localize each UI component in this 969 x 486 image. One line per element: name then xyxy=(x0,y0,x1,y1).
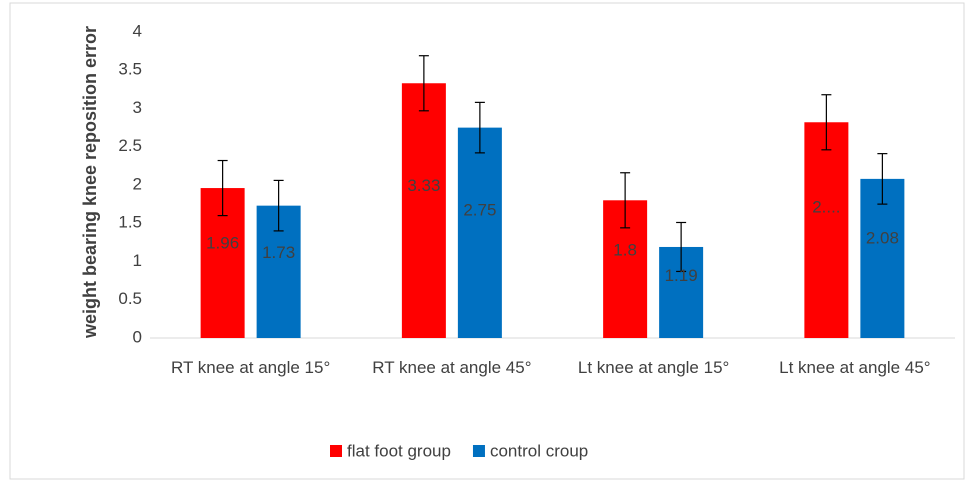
error-bar xyxy=(273,179,284,232)
bar xyxy=(804,122,849,339)
error-bar xyxy=(676,221,687,273)
y-tick-label: 0 xyxy=(133,327,142,346)
data-label: 1.19 xyxy=(665,266,698,285)
error-bar xyxy=(217,159,228,217)
chart-border xyxy=(9,2,965,480)
legend-swatch xyxy=(472,445,485,457)
error-bar xyxy=(877,153,888,205)
legend-label: flat foot group xyxy=(347,441,451,460)
error-bar xyxy=(821,94,832,151)
y-tick-label: 0.5 xyxy=(118,289,142,308)
y-tick-label: 1 xyxy=(133,251,142,270)
error-bar xyxy=(620,172,631,229)
bar xyxy=(457,127,502,338)
data-label: 1.96 xyxy=(206,234,239,253)
y-tick-label: 2 xyxy=(133,174,142,193)
y-tick-label: 4 xyxy=(133,21,142,40)
data-label: 2.08 xyxy=(866,228,899,247)
y-tick-label: 2.5 xyxy=(118,136,142,155)
y-tick-label: 1.5 xyxy=(118,213,142,232)
x-tick-label: RT knee at angle 45° xyxy=(372,358,532,377)
data-label: 2.... xyxy=(812,197,840,216)
y-axis-title: weight bearing knee reposition error xyxy=(80,25,100,339)
data-label: 1.8 xyxy=(613,240,637,259)
legend-swatch xyxy=(330,445,342,457)
x-tick-label: RT knee at angle 15° xyxy=(170,358,331,377)
error-bar xyxy=(418,55,429,112)
x-tick-label: Lt knee at angle 15° xyxy=(577,358,730,377)
bar xyxy=(401,83,446,338)
y-tick-label: 3 xyxy=(133,98,142,117)
data-label: 3.33 xyxy=(407,176,440,195)
bar xyxy=(860,178,905,338)
data-label: 2.75 xyxy=(463,200,496,219)
legend-label: control croup xyxy=(490,441,588,460)
data-label: 1.73 xyxy=(262,243,295,262)
x-tick-label: Lt knee at angle 45° xyxy=(779,358,931,377)
error-bar xyxy=(474,101,485,154)
y-tick-label: 3.5 xyxy=(118,60,142,79)
